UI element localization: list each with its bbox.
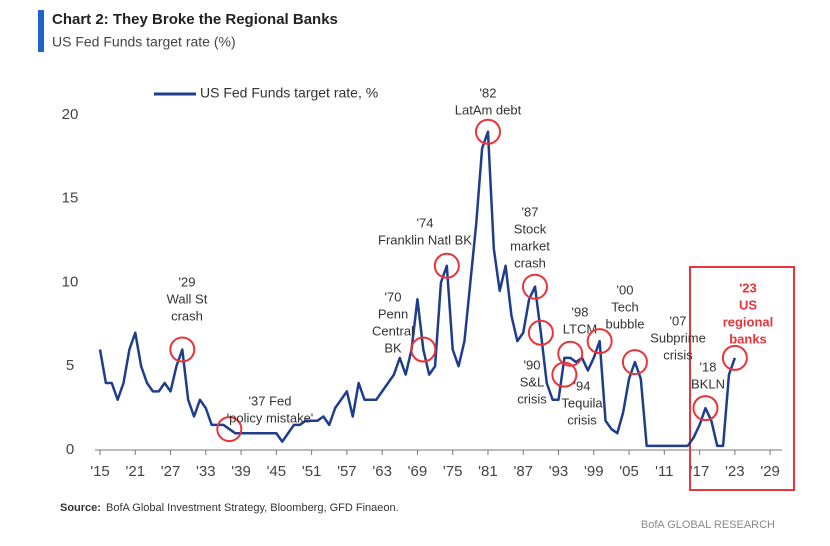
- annotation: '07: [670, 313, 687, 328]
- x-tick-label: '33: [196, 463, 216, 480]
- annotation: banks: [729, 331, 767, 346]
- annotation: BK: [384, 340, 402, 355]
- y-tick-label: 20: [62, 106, 79, 123]
- annotation: 'policy mistake': [227, 410, 314, 425]
- x-tick-label: '39: [231, 463, 251, 480]
- annotation: '37 Fed: [249, 393, 292, 408]
- event-circle: [410, 336, 437, 363]
- annotation: '98: [572, 304, 589, 319]
- x-tick-label: '11: [655, 463, 673, 480]
- annotation: Central: [372, 323, 414, 338]
- event-circle: [557, 340, 584, 367]
- annotation: crash: [514, 255, 546, 270]
- series-line: [98, 130, 737, 448]
- annotation: S&L: [520, 374, 545, 389]
- annotation: crisis: [663, 347, 693, 362]
- annotation: '18: [700, 359, 717, 374]
- source: BofA Global Investment Strategy, Bloombe…: [106, 502, 399, 514]
- x-tick-label: '27: [161, 463, 181, 480]
- annotation: '70: [385, 289, 402, 304]
- annotation: market: [510, 238, 550, 253]
- annotation: '87: [522, 204, 539, 219]
- annotation: '94: [574, 378, 591, 393]
- annotation: US: [739, 297, 757, 312]
- annotation: Tech: [611, 299, 638, 314]
- annotation: crisis: [517, 391, 547, 406]
- x-tick-label: '17: [690, 463, 710, 480]
- annotation: Wall St: [167, 291, 208, 306]
- x-tick-label: '05: [619, 463, 639, 480]
- x-tick-label: '93: [549, 463, 569, 480]
- annotation: Tequila: [561, 395, 603, 410]
- y-tick-label: 15: [62, 190, 79, 207]
- event-circle: [474, 118, 501, 145]
- y-tick-label: 0: [66, 441, 74, 458]
- annotation: Franklin Natl BK: [378, 232, 472, 247]
- annotation: '00: [617, 282, 634, 297]
- event-circle: [586, 328, 613, 355]
- annotation: Penn: [378, 306, 408, 321]
- annotation: '82: [480, 85, 497, 100]
- source-label: Source:: [60, 502, 101, 514]
- annotation: '23: [739, 280, 757, 295]
- annotation: Stock: [514, 221, 547, 236]
- x-tick-label: '99: [584, 463, 604, 480]
- x-tick-label: '81: [478, 463, 498, 480]
- annotation: '29: [179, 274, 196, 289]
- event-circle: [551, 361, 578, 388]
- annotation: LatAm debt: [455, 102, 522, 117]
- event-circle: [521, 273, 548, 300]
- annotation: '90: [524, 357, 541, 372]
- event-circle: [216, 416, 243, 443]
- x-tick-label: '75: [443, 463, 463, 480]
- event-circle: [621, 349, 648, 376]
- event-circle: [692, 395, 719, 422]
- legend-label: US Fed Funds target rate, %: [200, 85, 378, 101]
- x-tick-label: '21: [125, 463, 145, 480]
- title-accent: [38, 10, 44, 52]
- y-tick-label: 5: [66, 357, 74, 374]
- annotation: bubble: [605, 316, 644, 331]
- event-circle: [721, 344, 748, 371]
- x-tick-label: '51: [302, 463, 322, 480]
- annotation: '74: [417, 215, 434, 230]
- annotation: LTCM: [563, 321, 597, 336]
- footer: BofA GLOBAL RESEARCH: [641, 519, 775, 531]
- y-tick-label: 10: [62, 273, 79, 290]
- x-tick-label: '63: [372, 463, 392, 480]
- highlight-box: [689, 266, 795, 491]
- x-tick-label: '69: [408, 463, 428, 480]
- annotation: crisis: [567, 412, 597, 427]
- x-tick-label: '29: [760, 463, 780, 480]
- annotation: regional: [723, 314, 774, 329]
- x-tick-label: '57: [337, 463, 357, 480]
- x-tick-label: '45: [267, 463, 287, 480]
- chart-title: Chart 2: They Broke the Regional Banks: [52, 11, 338, 28]
- x-tick-label: '23: [725, 463, 745, 480]
- event-circle: [527, 319, 554, 346]
- event-circle: [433, 252, 460, 279]
- annotation: crash: [171, 308, 203, 323]
- chart-subtitle: US Fed Funds target rate (%): [52, 34, 236, 50]
- annotation: BKLN: [691, 376, 725, 391]
- x-tick-label: '15: [90, 463, 110, 480]
- x-tick-label: '87: [513, 463, 533, 480]
- event-circle: [169, 336, 196, 363]
- annotation: Subprime: [650, 330, 706, 345]
